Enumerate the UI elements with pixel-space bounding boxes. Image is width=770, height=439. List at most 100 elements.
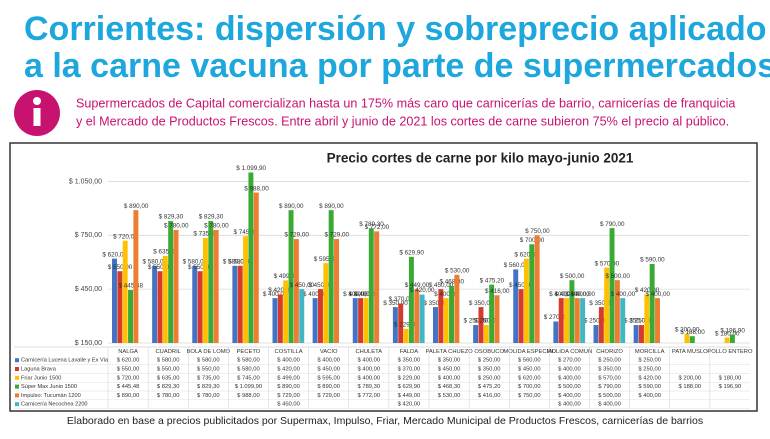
bar [277,294,283,343]
table-cell: $ 635,00 [157,375,180,381]
x-tick-label: POLLO ENTERO [707,349,753,355]
bar [368,228,374,343]
legend-label: Carnicería Necochea 2200 [21,402,88,408]
table-cell: $ 400,00 [358,358,381,364]
x-tick-label: CHULETA [355,349,382,355]
table-cell: $ 580,00 [157,358,180,364]
data-label: $ 196,90 [720,327,745,334]
data-label: $ 500,00 [605,273,630,280]
table-cell: $ 450,00 [317,367,340,373]
bar [202,238,208,343]
bar [489,284,495,343]
data-label: $ 416,00 [485,288,510,295]
table-cell: $ 1.099,90 [235,384,262,390]
data-label: $ 580,00 [228,258,253,265]
table-cell: $ 550,00 [197,367,220,373]
bar [438,289,444,343]
table-cell: $ 468,30 [438,384,461,390]
x-tick-label: PECETO [237,349,261,355]
table-cell: $ 745,00 [237,375,260,381]
bar [408,256,414,343]
data-label: $ 350,00 [423,300,448,307]
table-cell: $ 550,00 [157,367,180,373]
x-tick-label: VACIO [320,349,338,355]
data-label: $ 829,30 [159,214,184,221]
bar [312,298,318,343]
bar [328,210,334,343]
table-cell: $ 250,00 [478,358,501,364]
bar [614,280,620,343]
data-label: $ 400,00 [354,291,379,298]
x-tick-label: OSOBUCO [474,349,504,355]
bar [122,240,128,343]
intro-line-2: y el Mercado de Productos Frescos. Entre… [76,114,729,128]
bar [243,236,249,343]
table-cell: $ 590,00 [638,384,661,390]
data-label: $ 729,00 [284,232,309,239]
table-cell: $ 445,48 [117,384,140,390]
data-label: $ 450,00 [429,282,454,289]
table-cell: $ 350,00 [398,358,421,364]
table-cell: $ 449,00 [398,393,421,399]
data-label: $ 560,00 [504,262,529,269]
data-label: $ 250,00 [474,318,499,325]
data-label: $ 700,00 [520,237,545,244]
bar [363,298,369,343]
data-label: $ 620,00 [514,251,539,258]
bar [644,294,650,343]
bar [374,231,380,343]
bar [419,294,425,343]
data-label: $ 400,00 [571,291,596,298]
data-label: $ 450,00 [308,282,333,289]
x-tick-label: PALETA CHUEZO [425,349,473,355]
table-cell: $ 720,00 [117,375,140,381]
chart-title: Precio cortes de carne por kilo mayo-jun… [327,151,634,166]
data-label: $ 772,00 [365,224,390,231]
table-cell: $ 420,00 [277,367,300,373]
bar [253,192,259,343]
table-cell: $ 560,00 [518,358,541,364]
data-label: $ 500,00 [560,273,585,280]
data-label: $ 400,00 [611,291,636,298]
data-label: $ 580,00 [223,258,248,265]
data-label: $ 270,00 [544,314,569,321]
data-label: $ 780,00 [164,223,189,230]
table-cell: $ 620,00 [518,375,541,381]
data-label: $ 988,00 [244,185,269,192]
bar [473,325,479,343]
bar [609,228,615,343]
bar [604,267,610,343]
data-label: $ 450,00 [290,282,315,289]
legend-label: Carnicería Lucena Lavalle y Ex Via [21,358,109,364]
y-tick-label: $ 1.050,00 [69,178,102,185]
table-cell: $ 988,00 [237,393,260,399]
data-label: $ 620,00 [102,251,127,258]
y-tick-label: $ 150,00 [75,340,102,347]
bar [553,321,559,343]
bar [352,298,358,343]
data-label: $ 200,00 [675,327,700,334]
y-tick-label: $ 750,00 [75,232,102,239]
bar [655,298,660,343]
bar [638,325,644,343]
bar [633,325,639,343]
data-label: $ 890,00 [124,203,149,210]
data-label: $ 750,00 [525,228,550,235]
data-label: $ 400,00 [303,291,328,298]
table-cell: $ 350,00 [478,367,501,373]
bar [529,244,535,343]
data-label: $ 550,00 [108,264,133,271]
data-label: $ 590,00 [640,257,665,264]
table-cell: $ 475,20 [478,384,501,390]
table-cell: $ 400,00 [358,367,381,373]
bar [117,271,123,343]
data-label: $ 250,00 [629,318,654,325]
bar [157,271,163,343]
bar [128,289,134,343]
legend-swatch [15,402,19,407]
table-cell: $ 350,00 [598,367,621,373]
bar [272,298,278,343]
bar [454,274,460,343]
data-label: $ 250,00 [584,318,609,325]
table-cell: $ 772,00 [358,393,381,399]
